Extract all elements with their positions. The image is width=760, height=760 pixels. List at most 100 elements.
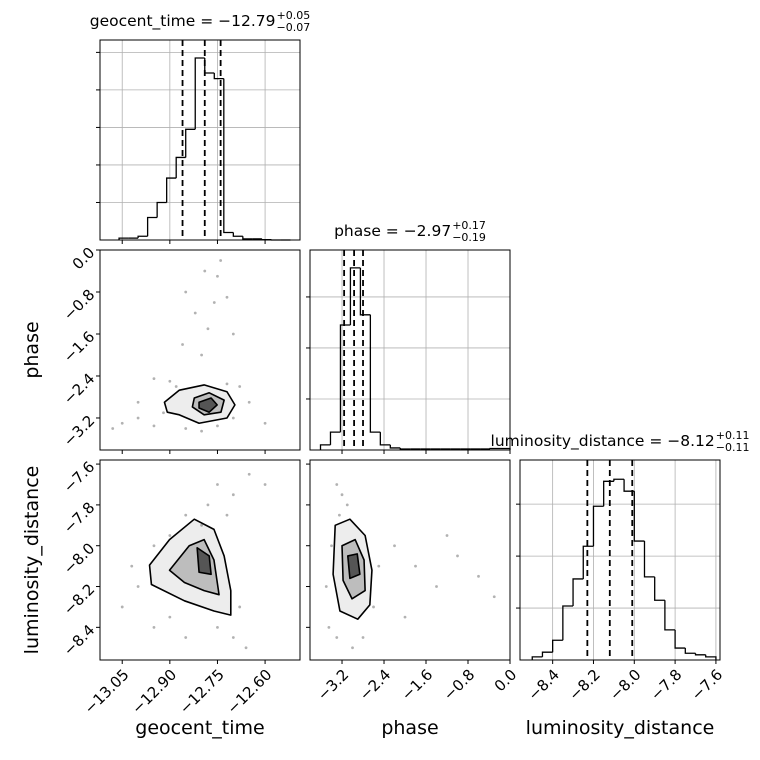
x-tick-label: −13.05: [81, 666, 133, 718]
sample-point: [200, 353, 203, 357]
y-axis-label: phase: [21, 321, 43, 378]
hist-step: [623, 479, 635, 492]
hist-step: [349, 267, 361, 325]
sample-point: [445, 534, 449, 537]
sample-point: [216, 274, 219, 278]
sample-point: [393, 544, 396, 548]
panel-frame: [309, 249, 511, 451]
sample-point: [216, 625, 219, 629]
hist-step: [633, 491, 645, 542]
panel-title: phase = −2.97: [334, 222, 451, 240]
hist-step: [339, 324, 351, 433]
sample-point: [435, 585, 438, 588]
panel-frame: [99, 459, 301, 661]
sample-point: [168, 379, 172, 383]
sample-point: [206, 327, 210, 331]
sample-point: [225, 382, 229, 386]
hist-step: [552, 639, 563, 653]
hist-step: [684, 648, 696, 654]
sample-point: [130, 564, 134, 568]
contour: [148, 518, 232, 616]
sample-point: [327, 625, 331, 629]
sample-point: [216, 483, 219, 486]
sample-point: [212, 301, 216, 304]
panel-title: luminosity_distance = −8.12: [491, 432, 715, 451]
sample-point: [330, 544, 333, 548]
y-tick-label: −3.2: [60, 412, 98, 450]
sample-point: [244, 646, 248, 650]
sample-point: [181, 343, 184, 346]
sample-point: [238, 385, 242, 388]
sample-point: [216, 424, 219, 428]
x-axis-label: phase: [381, 717, 438, 739]
hist-step: [572, 578, 584, 606]
sample-point: [136, 400, 140, 404]
hist-step: [562, 605, 574, 641]
hist-step: [204, 58, 215, 74]
hist-step: [592, 505, 604, 547]
hist-step: [194, 57, 205, 130]
sample-point: [231, 636, 235, 639]
hist-step: [175, 156, 186, 179]
hist-step: [185, 128, 196, 158]
x-tick-label: −7.6: [688, 666, 726, 704]
sample-point: [456, 554, 459, 558]
sample-point: [193, 311, 197, 315]
panel-frame: [99, 39, 301, 241]
hist-step: [166, 177, 177, 203]
sample-point: [477, 574, 480, 578]
title-lower: −0.19: [452, 231, 486, 244]
sample-point: [219, 259, 223, 262]
sample-point: [372, 605, 375, 609]
hist-step: [489, 447, 501, 450]
x-tick-label: −12.90: [128, 666, 180, 718]
sample-point: [361, 636, 365, 639]
hist-step: [329, 431, 341, 445]
sample-point: [492, 595, 496, 599]
sample-point: [263, 421, 267, 425]
sample-point: [184, 427, 188, 430]
title-lower: −0.11: [716, 441, 750, 454]
panel-frame: [519, 459, 721, 661]
sample-point: [136, 585, 140, 588]
sample-point: [184, 636, 188, 639]
panel-title: geocent_time = −12.79: [90, 12, 276, 31]
y-tick-label: −1.6: [60, 328, 98, 366]
sample-point: [120, 605, 124, 609]
y-tick-label: −7.8: [60, 499, 98, 537]
contour: [346, 553, 361, 580]
y-tick-label: 0.0: [69, 244, 99, 274]
sample-point: [403, 615, 407, 619]
hist-step: [541, 651, 553, 657]
hist-step: [146, 216, 158, 237]
sample-point: [414, 564, 417, 568]
sample-point: [351, 646, 354, 650]
x-axis-label: geocent_time: [135, 717, 264, 739]
x-tick-label: −12.60: [223, 666, 275, 718]
x-tick-label: 0.0: [491, 666, 521, 696]
y-tick-label: −8.2: [60, 580, 98, 618]
title-lower: −0.07: [277, 21, 311, 34]
x-tick-label: −3.2: [314, 666, 352, 704]
y-tick-label: −8.0: [60, 539, 98, 577]
sample-point: [335, 483, 339, 486]
sample-point: [263, 483, 267, 486]
hist-step: [389, 444, 401, 449]
hist-step: [694, 653, 706, 656]
y-tick-label: −7.6: [60, 458, 98, 496]
hist-step: [213, 73, 224, 80]
hist-step: [359, 267, 371, 316]
sample-point: [200, 523, 203, 527]
hist-step: [156, 201, 167, 218]
sample-point: [136, 416, 140, 420]
sample-point: [225, 513, 229, 517]
sample-point: [174, 385, 178, 388]
panel-frame: [309, 459, 511, 661]
hist-step: [531, 656, 543, 660]
sample-point: [345, 503, 349, 507]
sample-point: [340, 493, 344, 497]
sample-point: [152, 625, 156, 629]
sample-point: [152, 544, 156, 548]
